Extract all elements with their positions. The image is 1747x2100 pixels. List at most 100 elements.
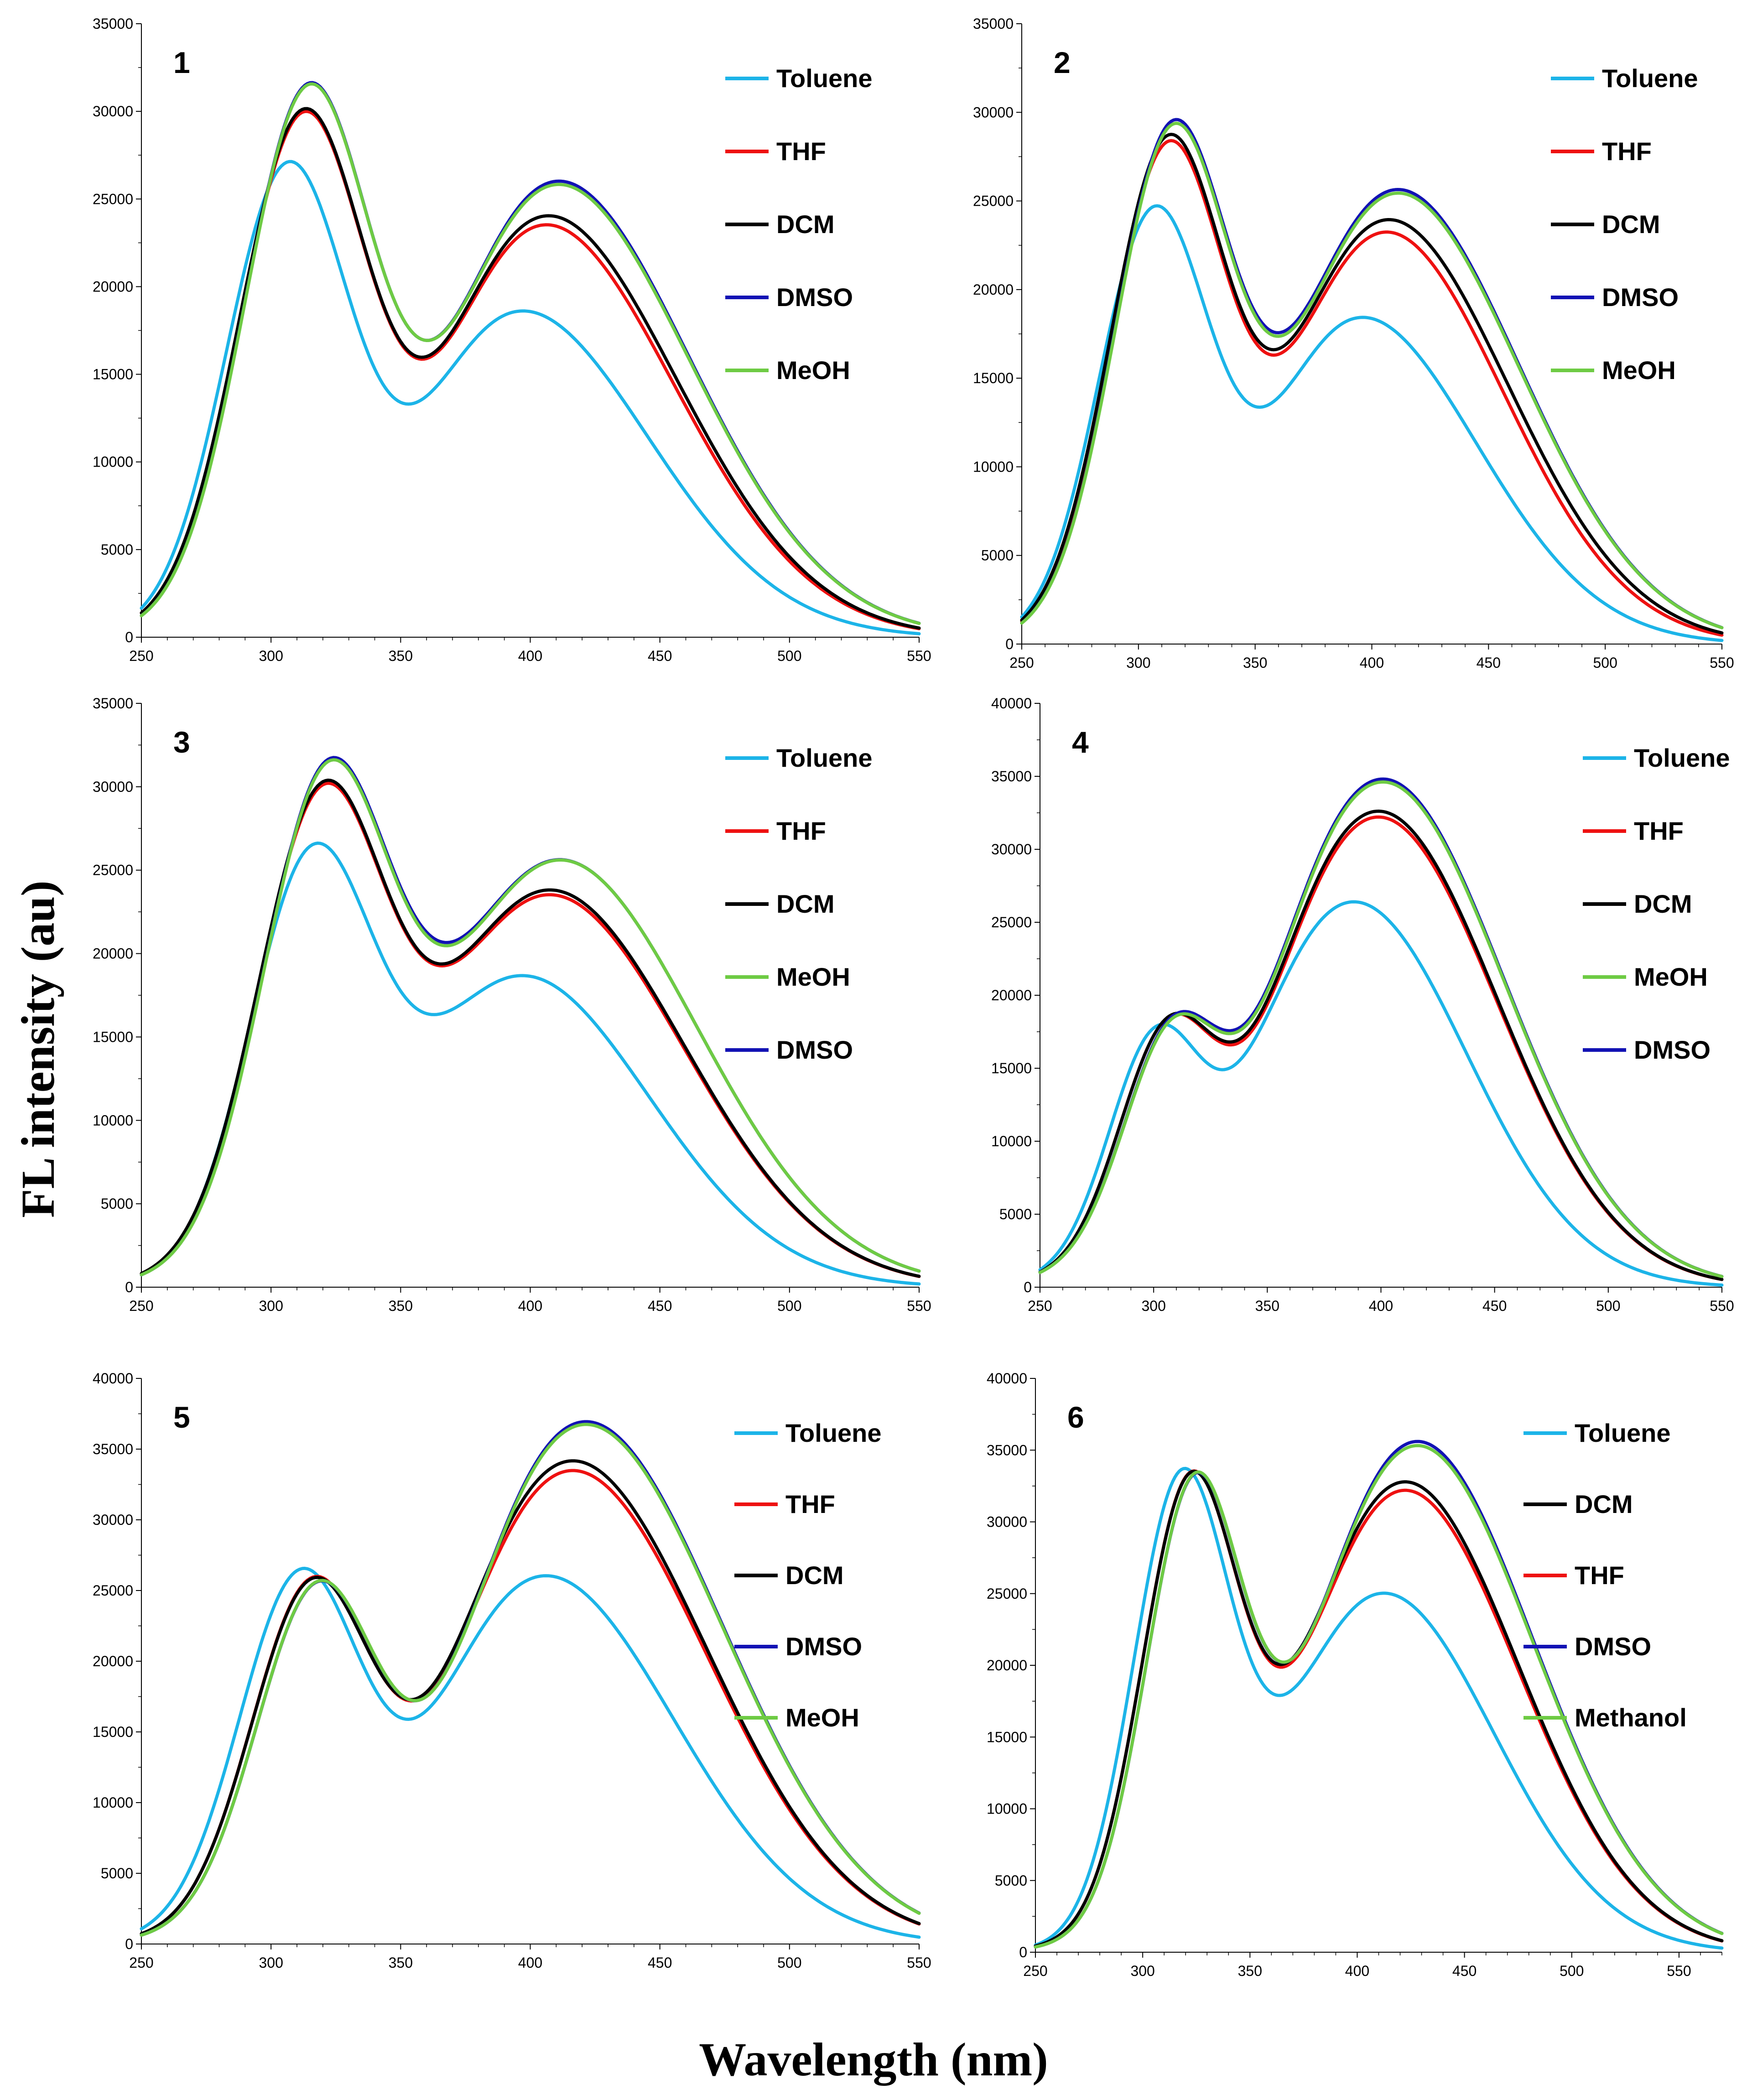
y-tick-label: 15000 [987,1729,1027,1745]
y-tick-label: 20000 [991,987,1032,1003]
panel-number: 3 [173,725,190,759]
y-tick-label: 0 [125,629,133,645]
y-tick-label: 35000 [991,768,1032,785]
panel-number: 5 [173,1400,190,1434]
y-tick-label: 5000 [101,1196,133,1212]
y-tick-label: 20000 [973,281,1014,298]
legend-label: DMSO [1575,1632,1651,1661]
legend-label: MeOH [776,962,850,991]
x-tick-label: 350 [389,648,413,664]
x-tick-label: 250 [129,1954,153,1971]
y-tick-label: 30000 [93,779,133,795]
y-tick-label: 0 [1005,636,1014,652]
legend-label: DMSO [1602,283,1679,312]
legend-label: MeOH [1634,962,1708,991]
chart-panel-2: 0 5000 10000 15000 20000 25000 30000 35000 250 30… [973,16,1734,671]
x-tick-label: 400 [1360,655,1384,671]
legend-label: DMSO [776,1035,853,1064]
legend-label: DMSO [1634,1035,1711,1064]
y-tick-label: 5000 [981,547,1014,564]
y-tick-label: 30000 [93,1512,133,1528]
x-tick-label: 450 [1477,655,1501,671]
x-tick-label: 300 [259,1298,283,1314]
series-line-dcm [1034,1470,1724,1948]
legend-label: Toluene [776,64,873,93]
x-tick-label: 500 [1593,655,1617,671]
x-tick-label: 250 [1023,1963,1047,1979]
x-axis-title: Wavelength (nm) [699,2033,1048,2086]
y-tick-label: 15000 [93,1724,133,1740]
x-tick-label: 400 [1369,1298,1393,1314]
x-tick-label: 250 [1009,655,1034,671]
x-tick-label: 250 [1028,1298,1052,1314]
panel-number: 1 [173,46,190,79]
y-tick-label: 25000 [991,914,1032,930]
x-tick-label: 400 [518,648,542,664]
x-tick-label: 450 [648,648,672,664]
x-tick-label: 550 [907,1954,931,1971]
series-line-meoh [140,758,921,1277]
y-tick-label: 15000 [93,366,133,383]
legend-label: THF [1575,1561,1624,1590]
x-tick-label: 350 [389,1954,413,1971]
x-tick-label: 450 [1482,1298,1507,1314]
legend-label: THF [776,816,826,845]
y-tick-label: 20000 [987,1657,1027,1674]
y-tick-label: 25000 [973,193,1014,209]
chart-panel-1: 0 5000 10000 15000 20000 25000 30000 35000 250 30… [93,16,931,664]
y-tick-label: 10000 [991,1133,1032,1149]
y-tick-label: 30000 [991,841,1032,858]
legend-label: DCM [1602,210,1660,239]
x-tick-label: 350 [1238,1963,1262,1979]
y-tick-label: 10000 [93,1794,133,1811]
x-tick-label: 300 [259,1954,283,1971]
series-line-meoh [1020,121,1724,629]
legend-label: Toluene [1575,1419,1671,1447]
series-line-meoh [1038,780,1724,1279]
series-line-dcm [140,1459,921,1935]
legend-label: MeOH [785,1703,859,1732]
x-tick-label: 300 [1126,655,1150,671]
y-tick-label: 5000 [995,1872,1027,1889]
legend-label: DMSO [776,283,853,312]
x-tick-label: 300 [1130,1963,1154,1979]
y-tick-label: 0 [125,1279,133,1295]
x-tick-label: 350 [1255,1298,1279,1314]
x-tick-label: 500 [1596,1298,1620,1314]
panel-number: 2 [1054,46,1071,79]
x-tick-label: 350 [1243,655,1267,671]
x-tick-label: 250 [129,648,153,664]
series-line-toluene [140,1566,921,1939]
chart-panel-5: 0 5000 10000 15000 20000 25000 30000 35000 40000… [93,1370,931,1971]
chart-panel-6: 0 5000 10000 15000 20000 25000 30000 35000 40000… [987,1370,1724,1979]
legend-label: DCM [1575,1490,1633,1518]
x-tick-label: 300 [1141,1298,1165,1314]
y-axis-title: FL intensity (au) [12,880,64,1218]
y-tick-label: 30000 [93,103,133,120]
y-tick-label: 20000 [93,278,133,295]
y-tick-label: 10000 [93,1112,133,1128]
x-tick-label: 450 [648,1954,672,1971]
y-tick-label: 40000 [987,1370,1027,1387]
x-tick-label: 550 [1710,1298,1734,1314]
y-tick-label: 35000 [973,16,1014,32]
y-tick-label: 15000 [93,1029,133,1045]
series-line-toluene [1038,900,1724,1287]
y-tick-label: 30000 [973,104,1014,120]
y-tick-label: 35000 [93,1441,133,1457]
x-tick-label: 500 [777,1298,801,1314]
legend-label: Toluene [1634,743,1730,772]
legend-label: Methanol [1575,1703,1687,1732]
legend-label: DCM [785,1561,844,1590]
y-tick-label: 15000 [991,1060,1032,1076]
legend-label: Toluene [785,1419,882,1447]
y-tick-label: 15000 [973,370,1014,386]
series-line-methanol [1034,1444,1724,1949]
series-line-meoh [140,82,921,625]
x-tick-label: 550 [907,1298,931,1314]
legend-label: MeOH [776,356,850,385]
series-line-dcm [1020,133,1724,635]
y-tick-label: 25000 [93,1582,133,1599]
